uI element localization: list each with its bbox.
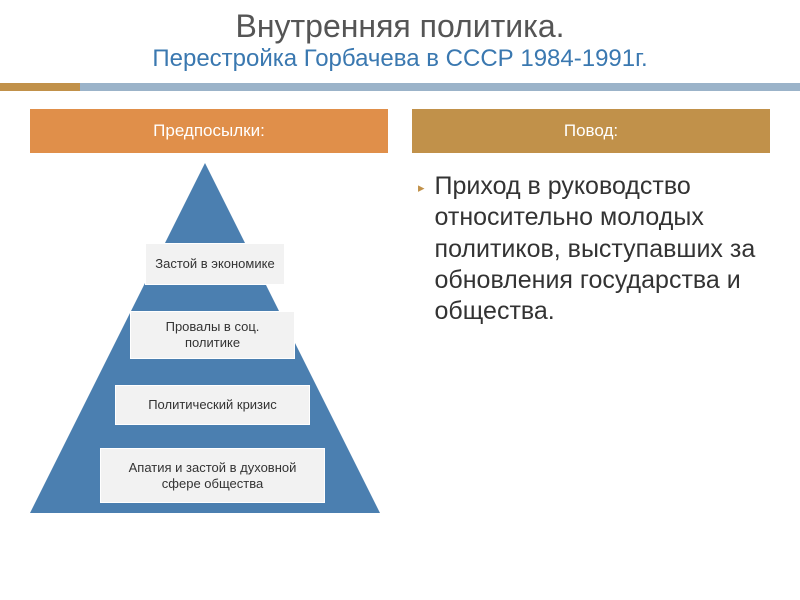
- divider-accent: [0, 83, 80, 91]
- left-column: Предпосылки: Застой в экономике Провалы в…: [30, 109, 388, 533]
- pyramid-item-2: Политический кризис: [115, 385, 310, 425]
- divider-bar: [0, 83, 800, 91]
- pyramid-item-1: Провалы в соц. политике: [130, 311, 295, 359]
- page-title: Внутренняя политика.: [0, 8, 800, 45]
- divider-main: [80, 83, 800, 91]
- page-subtitle: Перестройка Горбачева в СССР 1984-1991г.: [0, 45, 800, 73]
- bullet-icon: ▸: [418, 171, 425, 196]
- body-text-content: Приход в руководство относительно молоды…: [435, 171, 762, 327]
- right-column-header: Повод:: [412, 109, 770, 153]
- pyramid-diagram: Застой в экономике Провалы в соц. политик…: [30, 163, 388, 533]
- bullet-item: ▸ Приход в руководство относительно моло…: [418, 171, 762, 327]
- left-column-header: Предпосылки:: [30, 109, 388, 153]
- right-column: Повод: ▸ Приход в руководство относитель…: [412, 109, 770, 533]
- title-block: Внутренняя политика. Перестройка Горбаче…: [0, 0, 800, 73]
- content-area: Предпосылки: Застой в экономике Провалы в…: [0, 109, 800, 533]
- pyramid-item-0: Застой в экономике: [145, 243, 285, 285]
- right-body: ▸ Приход в руководство относительно моло…: [412, 153, 770, 327]
- pyramid-item-3: Апатия и застой в духовной сфере обществ…: [100, 448, 325, 503]
